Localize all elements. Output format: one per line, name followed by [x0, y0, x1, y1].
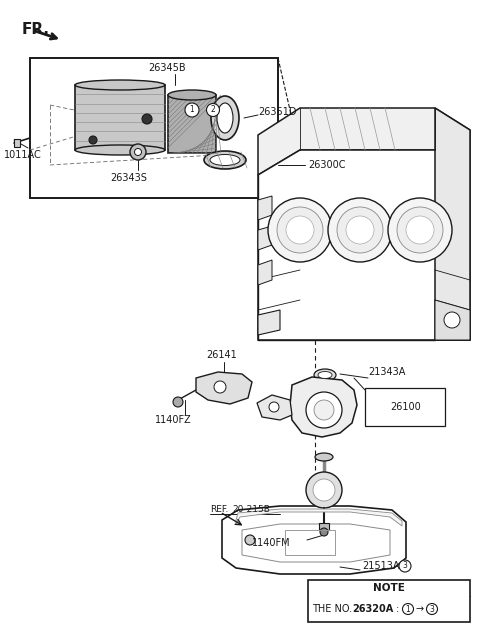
Circle shape	[399, 560, 411, 572]
Text: 21343A: 21343A	[368, 367, 406, 377]
Polygon shape	[435, 300, 470, 340]
Ellipse shape	[217, 103, 233, 133]
Bar	[14, 139, 20, 147]
Polygon shape	[258, 260, 272, 285]
Bar	[365, 388, 445, 426]
Polygon shape	[258, 226, 272, 250]
Bar	[75, 85, 165, 150]
Circle shape	[134, 149, 142, 155]
Text: 1011AC: 1011AC	[4, 150, 42, 160]
Bar	[285, 530, 335, 555]
Polygon shape	[257, 395, 292, 420]
Polygon shape	[258, 108, 470, 175]
Text: NOTE: NOTE	[373, 583, 405, 593]
Circle shape	[268, 198, 332, 262]
Ellipse shape	[210, 154, 240, 166]
Circle shape	[314, 400, 334, 420]
Text: 1: 1	[190, 106, 194, 114]
Circle shape	[245, 535, 255, 545]
Text: 20-215B: 20-215B	[232, 506, 270, 514]
Bar	[30, 58, 278, 198]
Bar	[308, 580, 470, 622]
Text: 26345B: 26345B	[148, 63, 186, 73]
Circle shape	[397, 207, 443, 253]
Ellipse shape	[315, 453, 333, 461]
Text: 21513A: 21513A	[362, 561, 399, 571]
Circle shape	[185, 103, 199, 117]
Circle shape	[277, 207, 323, 253]
Circle shape	[89, 136, 97, 144]
Circle shape	[337, 207, 383, 253]
Text: 1140FM: 1140FM	[252, 538, 290, 548]
Circle shape	[403, 604, 413, 614]
Circle shape	[286, 216, 314, 244]
Text: :: :	[396, 604, 399, 614]
Circle shape	[328, 198, 392, 262]
Text: REF.: REF.	[210, 506, 228, 514]
Circle shape	[130, 144, 146, 160]
Polygon shape	[290, 377, 357, 437]
Circle shape	[346, 216, 374, 244]
Text: 26351D: 26351D	[258, 107, 297, 117]
Circle shape	[269, 402, 279, 412]
Text: 26100: 26100	[390, 402, 421, 412]
Text: 26141: 26141	[206, 350, 237, 360]
Circle shape	[320, 528, 328, 536]
Text: 3: 3	[403, 561, 408, 571]
Circle shape	[306, 392, 342, 428]
Circle shape	[388, 198, 452, 262]
Text: 26320A: 26320A	[352, 604, 393, 614]
Circle shape	[427, 604, 437, 614]
Bar	[319, 523, 329, 530]
Polygon shape	[236, 509, 402, 526]
Polygon shape	[196, 372, 252, 404]
Text: →: →	[416, 604, 424, 614]
Ellipse shape	[75, 145, 165, 155]
Ellipse shape	[314, 369, 336, 381]
Text: 26300C: 26300C	[308, 160, 346, 170]
Circle shape	[206, 104, 219, 116]
Circle shape	[214, 381, 226, 393]
Circle shape	[142, 114, 152, 124]
Circle shape	[406, 216, 434, 244]
Circle shape	[173, 397, 183, 407]
Polygon shape	[258, 196, 272, 220]
Ellipse shape	[318, 372, 332, 379]
Circle shape	[306, 472, 342, 508]
Circle shape	[444, 312, 460, 328]
Text: 3: 3	[430, 604, 434, 614]
Text: THE NO.: THE NO.	[312, 604, 352, 614]
Text: 2: 2	[211, 106, 216, 114]
Text: 26343S: 26343S	[110, 173, 147, 183]
Text: FR.: FR.	[22, 22, 50, 37]
Polygon shape	[435, 108, 470, 340]
Bar	[168, 95, 216, 153]
Ellipse shape	[204, 151, 246, 169]
Text: 1140FZ: 1140FZ	[155, 415, 192, 425]
Ellipse shape	[168, 90, 216, 100]
Ellipse shape	[75, 80, 165, 90]
Polygon shape	[258, 150, 470, 340]
Circle shape	[313, 479, 335, 501]
Ellipse shape	[211, 96, 239, 140]
Text: 1: 1	[406, 604, 410, 614]
Polygon shape	[222, 506, 406, 574]
Polygon shape	[258, 310, 280, 335]
